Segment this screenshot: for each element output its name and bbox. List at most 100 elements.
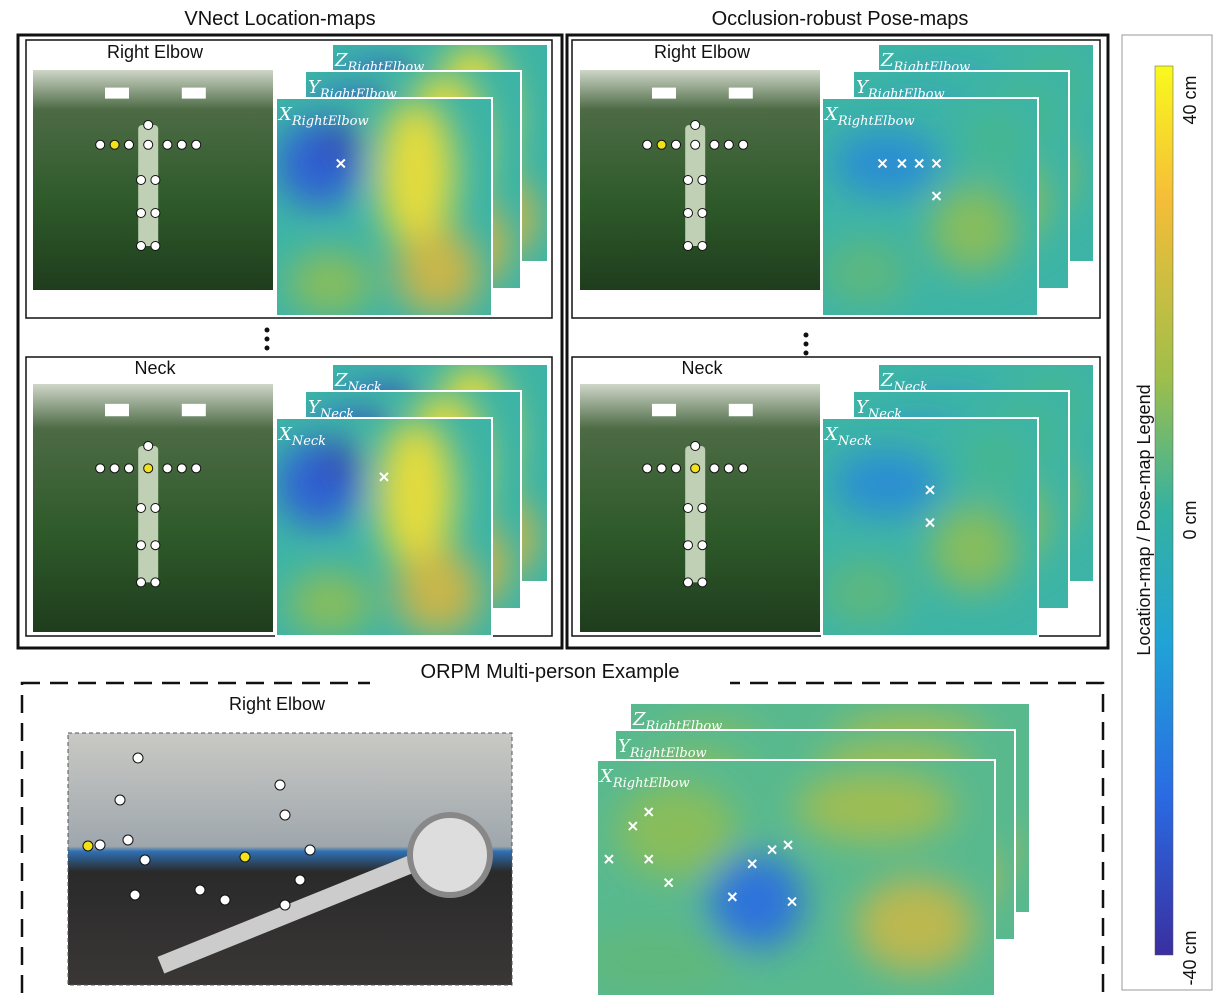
joint-dot — [95, 840, 105, 850]
map-axis: X — [823, 424, 839, 445]
joint-dot — [643, 464, 652, 473]
joint-dot — [83, 841, 93, 851]
joint-dot — [684, 176, 693, 185]
light — [182, 88, 206, 99]
map-axis: Z — [880, 370, 894, 391]
joint-dot — [684, 541, 693, 550]
joint-dot — [684, 578, 693, 587]
joint-dot — [275, 780, 285, 790]
joint-dot — [657, 464, 666, 473]
light — [652, 404, 676, 416]
joint-dot — [96, 140, 105, 149]
map-axis: Z — [334, 370, 348, 391]
light — [182, 404, 206, 416]
joint-dot — [133, 753, 143, 763]
blob — [833, 451, 941, 516]
panel-title: Occlusion-robust Pose-maps — [712, 8, 969, 30]
joint-dot — [137, 176, 146, 185]
joint-dot — [151, 176, 160, 185]
blob — [833, 131, 941, 196]
joint-dot — [698, 176, 707, 185]
joint-dot — [739, 140, 748, 149]
joint-dot — [192, 464, 201, 473]
joint-dot — [125, 140, 134, 149]
joint-dot — [305, 845, 315, 855]
joint-dot — [110, 140, 119, 149]
heatmap: XRightElbow — [577, 760, 995, 996]
joint-dot — [295, 875, 305, 885]
legend-tick: 40 cm — [1180, 75, 1200, 124]
map-subscript: Neck — [837, 434, 872, 449]
heatmap-body — [276, 418, 492, 636]
joint-dot — [96, 464, 105, 473]
light — [729, 404, 753, 416]
heatmap-body — [577, 760, 995, 996]
panel-title: ORPM Multi-person Example — [421, 661, 680, 683]
legend-tick: -40 cm — [1180, 930, 1200, 985]
joint-dot — [177, 140, 186, 149]
heatmap-body — [822, 418, 1038, 636]
joint-dot — [724, 140, 733, 149]
joint-dot — [691, 121, 700, 130]
joint-dot — [698, 504, 707, 513]
joint-dot — [280, 810, 290, 820]
map-axis: X — [823, 104, 839, 125]
fan — [410, 815, 490, 895]
heatmap: XRightElbow — [822, 98, 1038, 316]
joint-dot — [137, 504, 146, 513]
blob — [617, 784, 736, 878]
map-axis: Z — [632, 709, 646, 730]
map-axis: X — [277, 424, 293, 445]
joint-label: Right Elbow — [107, 42, 204, 62]
blob — [708, 854, 804, 948]
map-subscript: RightElbow — [291, 114, 369, 129]
figure: VNect Location-maps Occlusion-robust Pos… — [0, 0, 1220, 996]
joint-dot — [724, 464, 733, 473]
joint-dot — [691, 442, 700, 451]
photo — [68, 733, 512, 985]
joint-dot — [195, 885, 205, 895]
blob — [577, 925, 736, 996]
joint-dot — [137, 578, 146, 587]
joint-dot — [163, 140, 172, 149]
joint-dot — [684, 504, 693, 513]
heatmap-body — [822, 98, 1038, 316]
joint-dot — [140, 855, 150, 865]
panel-title: VNect Location-maps — [184, 8, 375, 30]
blob — [962, 109, 1027, 174]
blob — [822, 240, 908, 305]
blob — [930, 185, 1016, 272]
blob — [856, 878, 975, 972]
joint-dot — [657, 140, 666, 149]
joint-label: Right Elbow — [654, 42, 751, 62]
joint-dot — [151, 578, 160, 587]
photo — [33, 70, 273, 290]
light — [105, 404, 129, 416]
joint-dot — [144, 442, 153, 451]
map-axis: Z — [334, 50, 348, 71]
joint-dot — [220, 895, 230, 905]
joint-dot — [710, 464, 719, 473]
joint-dot — [710, 140, 719, 149]
heatmap: XNeck — [276, 418, 492, 636]
photo — [33, 384, 273, 632]
joint-dot — [684, 209, 693, 218]
joint-dot — [151, 209, 160, 218]
joint-dot — [739, 464, 748, 473]
joint-dot — [691, 464, 700, 473]
map-axis: X — [598, 766, 614, 787]
joint-label: Neck — [681, 358, 723, 378]
joint-dot — [144, 464, 153, 473]
joint-dot — [151, 541, 160, 550]
heatmap-body — [276, 98, 492, 316]
joint-dot — [137, 242, 146, 251]
blob — [395, 549, 481, 636]
joint-dot — [698, 541, 707, 550]
blob — [324, 124, 359, 159]
photo — [580, 70, 820, 290]
joint-dot — [130, 890, 140, 900]
joint-dot — [151, 242, 160, 251]
blob — [378, 98, 456, 251]
map-subscript: RightElbow — [612, 776, 690, 791]
blob — [378, 418, 456, 571]
